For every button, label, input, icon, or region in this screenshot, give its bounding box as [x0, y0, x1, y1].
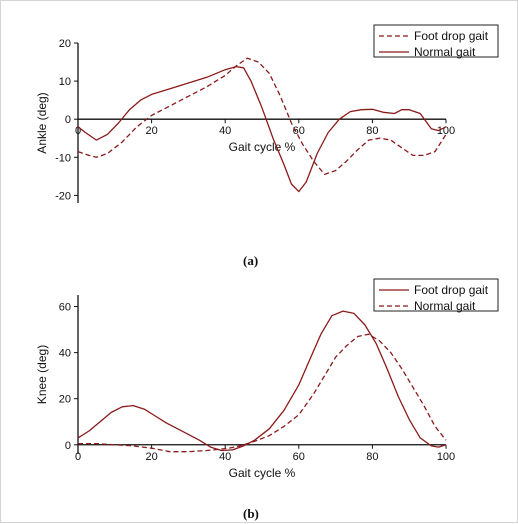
- legend-label: Foot drop gait: [414, 283, 489, 297]
- x-tick-label: 80: [366, 451, 378, 463]
- y-tick-label: 40: [59, 348, 71, 360]
- x-tick-label: 40: [219, 451, 231, 463]
- ankle-chart: -20 -10 0 10 20 0 20 40 60 80 100 Gait cycle % Ankle…: [35, 24, 499, 203]
- y-axis-title: Knee (deg): [35, 345, 49, 404]
- x-axis-title: Gait cycle %: [229, 466, 296, 480]
- y-tick-label: 0: [65, 440, 71, 452]
- series-line-dashed: [78, 333, 447, 453]
- legend-label: Normal gait: [414, 45, 476, 59]
- x-tick-label: 100: [437, 125, 455, 137]
- y-tick-label: 20: [59, 394, 71, 406]
- y-tick-label: -10: [55, 152, 71, 164]
- x-tick-label: 20: [145, 125, 157, 137]
- x-tick-label: 60: [293, 125, 305, 137]
- x-tick-label: 100: [437, 451, 455, 463]
- legend-box: [373, 278, 499, 312]
- x-tick-label: 20: [145, 451, 157, 463]
- y-tick-label: 60: [59, 302, 71, 314]
- x-tick-label: 40: [219, 125, 231, 137]
- series-line-solid: [77, 65, 447, 193]
- y-tick-label: 20: [59, 38, 71, 50]
- x-tick-label: 60: [293, 451, 305, 463]
- x-tick-label: 0: [75, 125, 81, 137]
- y-tick-label: 0: [65, 114, 71, 126]
- y-tick-label: -20: [55, 190, 71, 202]
- panel-label-b: (b): [243, 506, 259, 521]
- legend-label: Normal gait: [414, 299, 476, 313]
- y-axis-title: Ankle (deg): [35, 92, 49, 153]
- panel-label-a: (a): [243, 253, 259, 268]
- x-axis-title: Gait cycle %: [229, 140, 296, 154]
- x-tick-label: 0: [75, 451, 81, 463]
- legend-label: Foot drop gait: [414, 29, 489, 43]
- series-line-solid: [77, 310, 447, 452]
- y-tick-label: 10: [59, 76, 71, 88]
- x-tick-label: 80: [366, 125, 378, 137]
